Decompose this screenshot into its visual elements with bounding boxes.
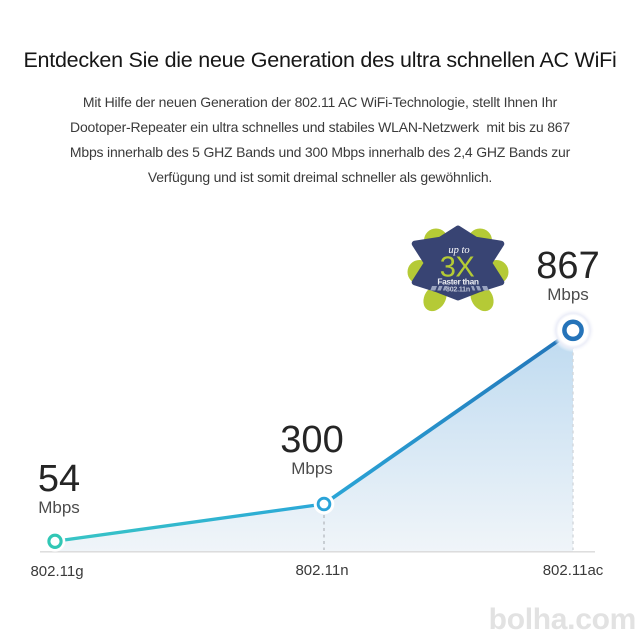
svg-text:Faster than: Faster than bbox=[437, 277, 479, 287]
svg-text:up to: up to bbox=[448, 245, 469, 256]
svg-text:802.11n: 802.11n bbox=[446, 287, 470, 294]
svg-text:3X: 3X bbox=[440, 252, 475, 284]
